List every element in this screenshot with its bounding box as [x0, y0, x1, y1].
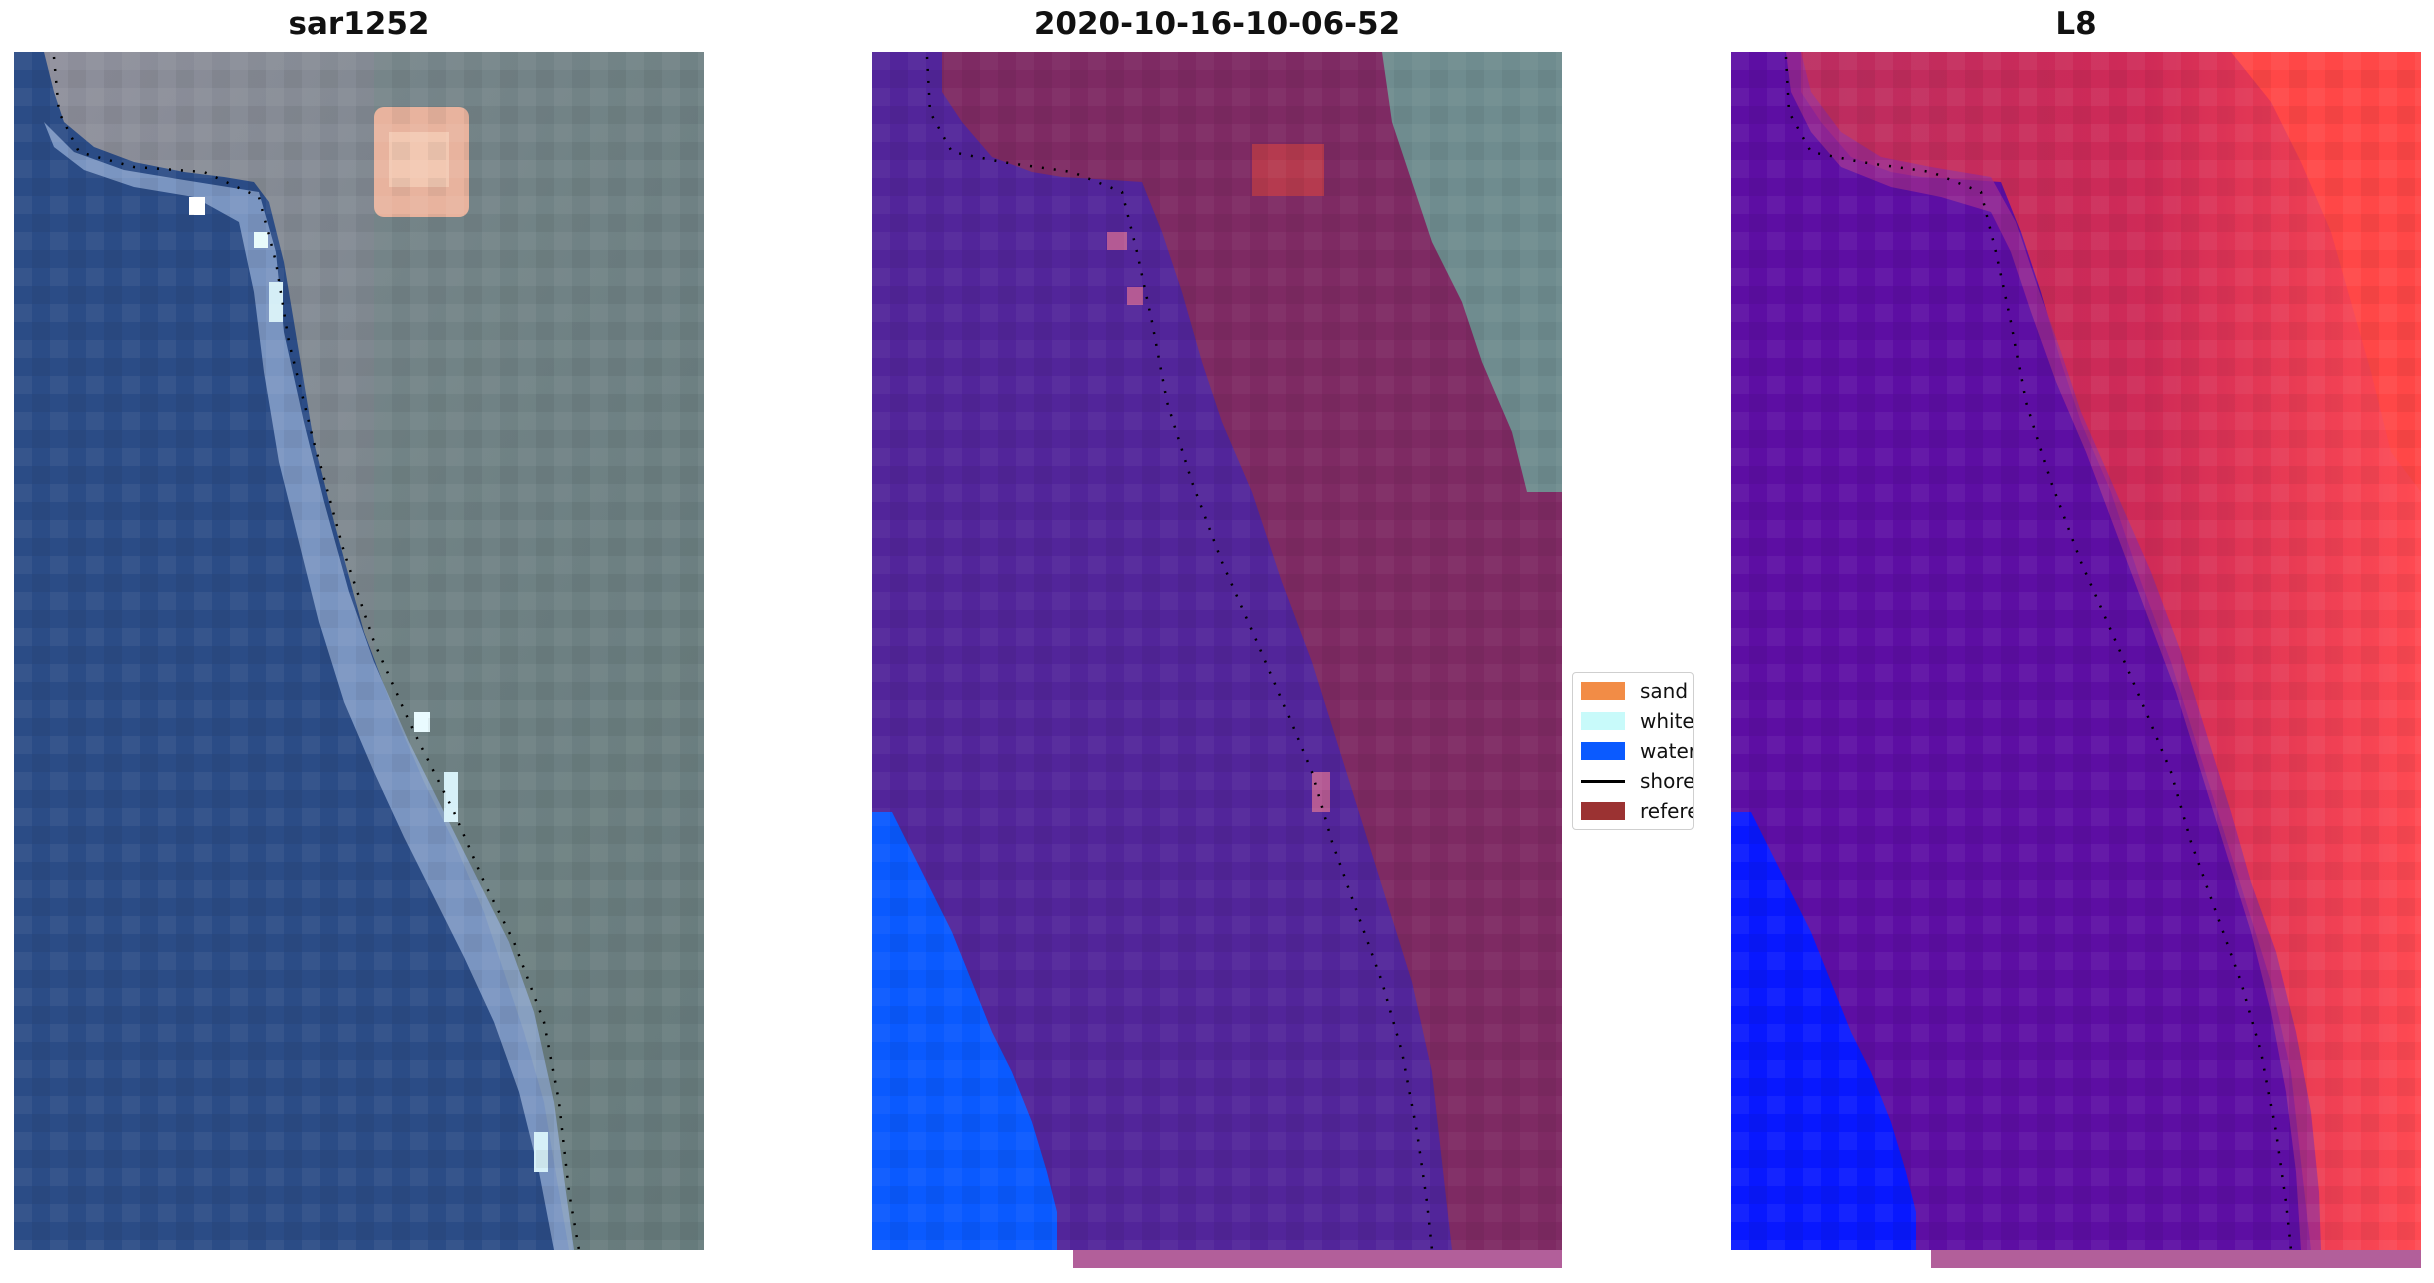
rgb-image	[14, 52, 704, 1250]
panel-title-classified: 2020-10-16-10-06-52	[1033, 6, 1401, 42]
legend-swatch-whitewater	[1581, 712, 1625, 730]
legend-swatch-shoreline	[1581, 779, 1625, 783]
legend-label-sand: sand	[1640, 679, 1689, 703]
classified-image	[872, 52, 1562, 1250]
index-image-panel	[1731, 52, 2421, 1250]
legend-item-sand: sand	[1581, 679, 1688, 703]
legend-swatch-sand	[1581, 682, 1625, 700]
legend-item-reference: reference	[1581, 799, 1693, 823]
panel-title-index: L8	[2055, 6, 2097, 42]
panel-title-rgb: sar1252	[288, 6, 430, 42]
legend-swatch-reference	[1581, 802, 1625, 820]
legend-label-water: water	[1640, 739, 1694, 763]
legend-label-shoreline: shoreline	[1640, 769, 1693, 793]
index-image	[1731, 52, 2421, 1250]
classified-bottom-strip	[1073, 1250, 1562, 1268]
classified-image-panel	[872, 52, 1562, 1250]
legend-swatch-water	[1581, 742, 1625, 760]
legend-item-water: water	[1581, 739, 1694, 763]
legend-item-shoreline: shoreline	[1581, 769, 1693, 793]
index-bottom-strip	[1931, 1250, 2421, 1268]
rgb-image-panel	[14, 52, 704, 1250]
legend-label-reference: reference	[1640, 799, 1693, 823]
